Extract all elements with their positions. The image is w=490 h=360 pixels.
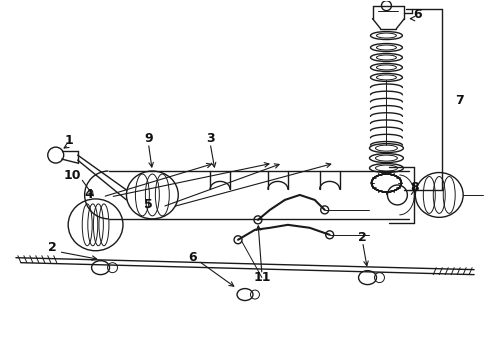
Text: 5: 5: [144, 198, 153, 211]
Text: 6: 6: [188, 251, 196, 264]
Text: 1: 1: [64, 134, 73, 147]
Text: 6: 6: [413, 8, 422, 21]
Text: 4: 4: [84, 188, 93, 202]
Text: 2: 2: [49, 241, 57, 254]
Text: 9: 9: [144, 132, 153, 145]
Text: 2: 2: [358, 231, 367, 244]
Text: 10: 10: [64, 168, 81, 181]
Text: 7: 7: [455, 94, 464, 107]
Text: 11: 11: [253, 271, 270, 284]
Text: 3: 3: [206, 132, 215, 145]
Text: 8: 8: [410, 181, 418, 194]
